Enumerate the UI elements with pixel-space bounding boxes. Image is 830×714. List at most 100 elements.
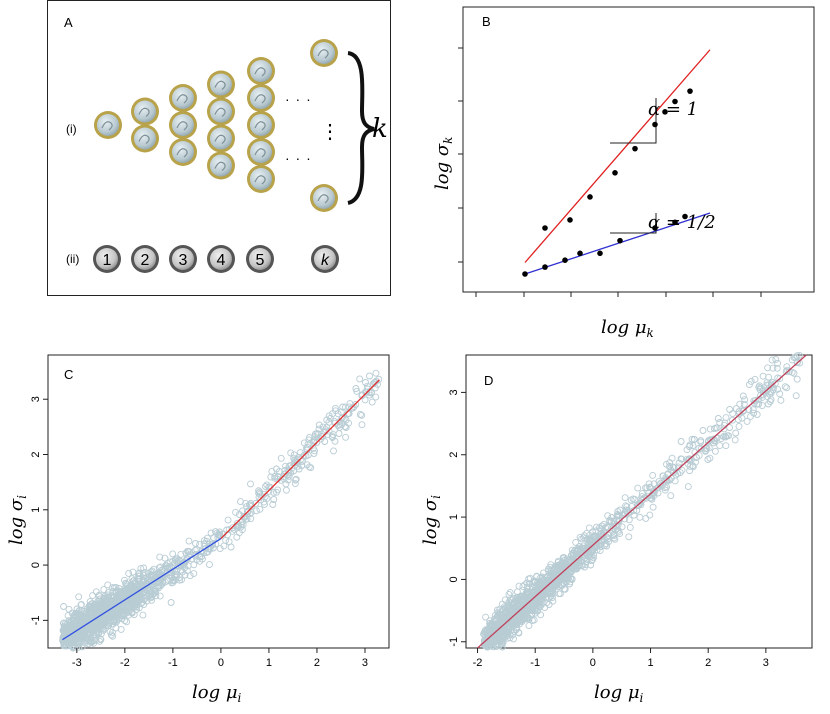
data-point	[612, 170, 618, 176]
data-point	[239, 521, 247, 529]
data-point	[321, 438, 329, 445]
data-point	[277, 454, 285, 462]
panel-d-points	[480, 351, 804, 651]
data-point	[769, 364, 777, 372]
data-point	[525, 605, 533, 613]
data-point	[505, 607, 513, 615]
data-point	[713, 424, 721, 432]
data-point	[120, 604, 128, 612]
data-point	[97, 597, 105, 605]
data-point	[315, 425, 323, 433]
data-point	[650, 492, 658, 500]
data-point	[537, 580, 545, 588]
data-point	[353, 387, 361, 395]
data-point	[740, 400, 748, 408]
data-point	[567, 217, 573, 223]
data-point	[269, 501, 277, 508]
data-point	[92, 619, 100, 627]
alpha-half-annotation: α = 1/2	[648, 212, 716, 233]
data-point	[282, 480, 290, 488]
numbered-coin-label: 5	[256, 252, 265, 269]
data-point	[568, 576, 576, 584]
data-point	[623, 503, 631, 511]
data-point	[225, 526, 233, 534]
data-point	[169, 550, 177, 558]
data-point	[636, 499, 644, 507]
data-point	[654, 483, 662, 491]
data-point	[500, 621, 508, 629]
data-point	[602, 540, 610, 548]
data-point	[138, 598, 146, 606]
data-point	[675, 459, 683, 467]
data-point	[372, 393, 380, 401]
data-point	[762, 389, 769, 397]
data-point	[646, 511, 654, 519]
data-point	[106, 602, 114, 609]
data-point	[597, 530, 605, 537]
data-point	[672, 98, 678, 105]
data-point	[615, 517, 623, 525]
data-point	[646, 483, 654, 491]
data-point	[86, 608, 94, 615]
data-point	[262, 483, 269, 490]
y-tick-label: 2	[30, 451, 42, 457]
data-point	[629, 495, 637, 503]
x-tick-label: -1	[168, 657, 178, 669]
data-point	[790, 369, 798, 377]
data-point	[161, 578, 169, 586]
y-tick-label: 0	[448, 576, 460, 582]
data-point	[74, 608, 82, 616]
data-point	[163, 562, 171, 570]
numbered-coin-label: 4	[217, 252, 226, 269]
data-point	[185, 537, 193, 545]
data-point	[625, 516, 633, 524]
data-point	[79, 631, 87, 639]
data-point	[181, 571, 189, 579]
data-point	[704, 456, 712, 463]
data-point	[618, 523, 626, 531]
data-point	[209, 544, 217, 552]
data-point	[764, 400, 772, 408]
data-point	[609, 531, 617, 539]
data-point	[358, 392, 366, 400]
data-point	[621, 494, 629, 502]
data-point	[126, 583, 134, 591]
data-point	[112, 594, 120, 601]
data-point	[645, 480, 653, 488]
data-point	[140, 564, 148, 572]
panel-c-y-ticks: -1 0 1 2 3	[30, 396, 48, 625]
data-point	[193, 546, 201, 553]
data-point	[66, 641, 74, 649]
slope-triangle	[610, 213, 657, 234]
data-point	[756, 382, 764, 390]
data-point	[96, 608, 104, 615]
panel-b-ticks	[458, 47, 762, 297]
data-point	[71, 643, 79, 651]
data-point	[270, 488, 278, 496]
data-point	[247, 480, 254, 488]
panel-d-chart: D -2 -1 0 1 2 3 -1 0 1 2 3 log μi log σi	[420, 351, 813, 705]
data-point	[551, 580, 559, 588]
data-point	[193, 556, 201, 563]
data-point	[540, 586, 548, 594]
panel-c-chart: C -3 -2 -1 0 1 2 3 -1 0 1 2 3 log μi log σi	[6, 354, 390, 705]
data-point	[207, 529, 215, 537]
data-point	[480, 631, 488, 639]
data-point	[614, 508, 622, 515]
data-point	[793, 352, 801, 360]
data-point	[753, 400, 761, 408]
numbered-coin: k	[311, 245, 339, 273]
data-point	[375, 375, 383, 383]
data-point	[689, 462, 697, 470]
data-point	[135, 596, 143, 604]
data-point	[263, 494, 271, 502]
data-point	[655, 478, 663, 486]
data-point	[738, 414, 746, 422]
data-point	[649, 503, 657, 511]
data-point	[206, 561, 213, 569]
data-point	[149, 591, 156, 599]
data-point	[237, 498, 244, 506]
data-point	[580, 532, 588, 540]
data-point	[749, 406, 757, 414]
panel-a-label: A	[64, 15, 73, 30]
